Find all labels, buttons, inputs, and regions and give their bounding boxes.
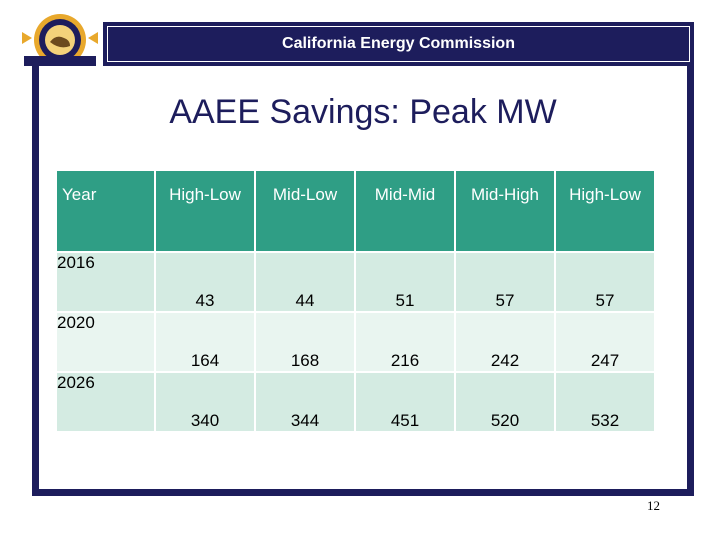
value-cell: 242 bbox=[456, 313, 554, 371]
table-row: 2016 43 44 51 57 57 bbox=[57, 253, 654, 311]
table-row: 2020 164 168 216 242 247 bbox=[57, 313, 654, 371]
column-header-mid-low: Mid-Low bbox=[256, 171, 354, 251]
value-cell: 164 bbox=[156, 313, 254, 371]
value-cell: 51 bbox=[356, 253, 454, 311]
column-header-high-low-2: High-Low bbox=[556, 171, 654, 251]
savings-table: Year High-Low Mid-Low Mid-Mid Mid-High H… bbox=[55, 169, 656, 433]
column-header-mid-mid: Mid-Mid bbox=[356, 171, 454, 251]
value-cell: 520 bbox=[456, 373, 554, 431]
value-cell: 43 bbox=[156, 253, 254, 311]
frame-bottom-border bbox=[32, 489, 694, 496]
column-header-year: Year bbox=[57, 171, 154, 251]
value-cell: 340 bbox=[156, 373, 254, 431]
header-bar: California Energy Commission bbox=[103, 22, 694, 66]
year-cell: 2026 bbox=[57, 373, 154, 431]
table-row: 2026 340 344 451 520 532 bbox=[57, 373, 654, 431]
table-header-row: Year High-Low Mid-Low Mid-Mid Mid-High H… bbox=[57, 171, 654, 251]
column-header-high-low: High-Low bbox=[156, 171, 254, 251]
value-cell: 44 bbox=[256, 253, 354, 311]
column-header-mid-high: Mid-High bbox=[456, 171, 554, 251]
value-cell: 168 bbox=[256, 313, 354, 371]
value-cell: 247 bbox=[556, 313, 654, 371]
cec-seal-logo bbox=[18, 12, 102, 70]
year-cell: 2020 bbox=[57, 313, 154, 371]
header-inner-border: California Energy Commission bbox=[107, 26, 690, 62]
value-cell: 532 bbox=[556, 373, 654, 431]
header-title: California Energy Commission bbox=[282, 35, 515, 52]
value-cell: 216 bbox=[356, 313, 454, 371]
value-cell: 451 bbox=[356, 373, 454, 431]
value-cell: 344 bbox=[256, 373, 354, 431]
slide-title: AAEE Savings: Peak MW bbox=[169, 93, 557, 131]
frame-right-border bbox=[687, 66, 694, 496]
value-cell: 57 bbox=[556, 253, 654, 311]
frame-left-border bbox=[32, 66, 39, 496]
page-number: 12 bbox=[647, 498, 660, 513]
year-cell: 2016 bbox=[57, 253, 154, 311]
value-cell: 57 bbox=[456, 253, 554, 311]
